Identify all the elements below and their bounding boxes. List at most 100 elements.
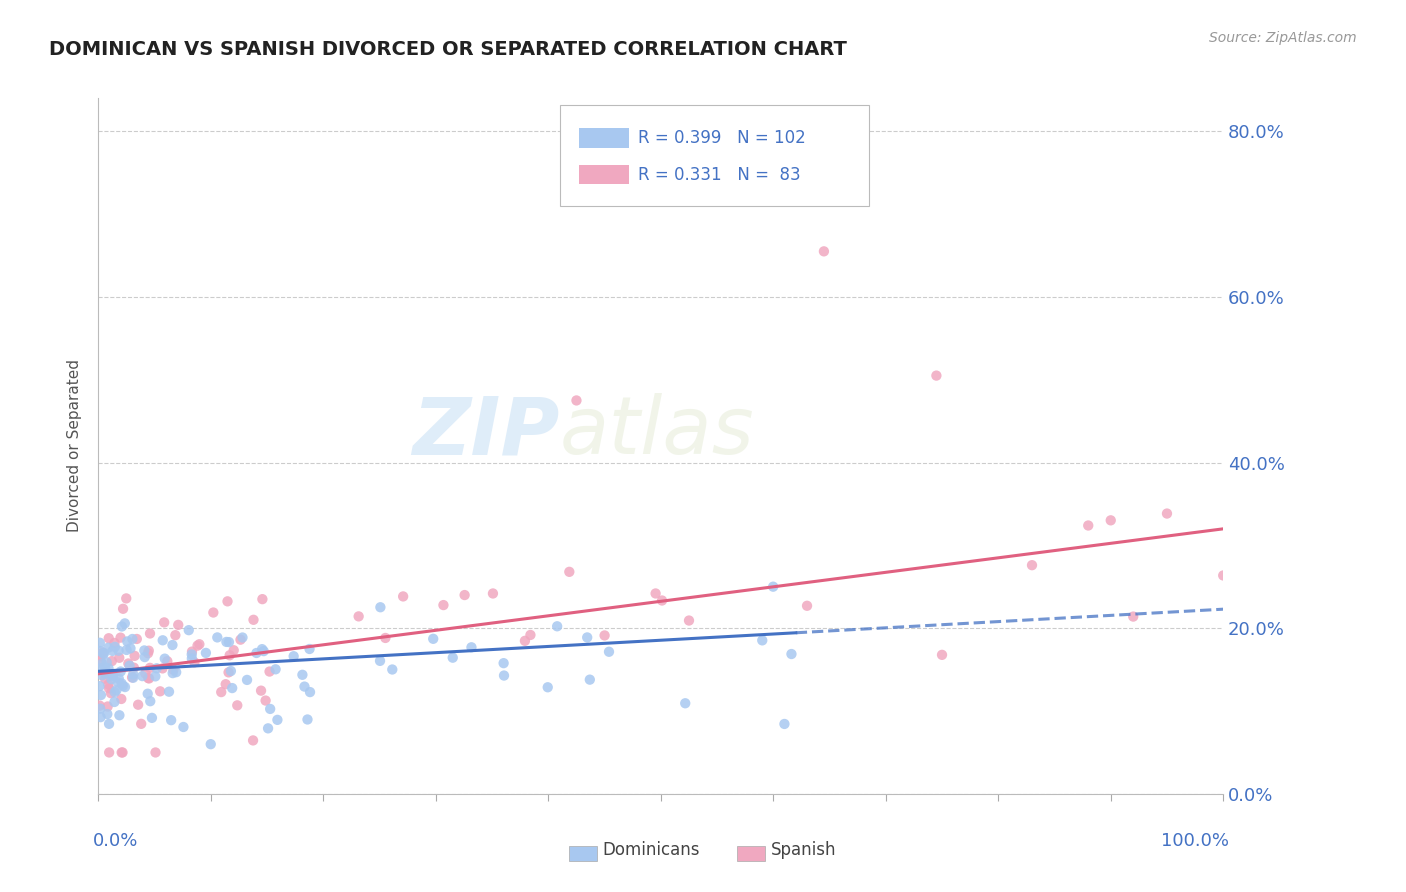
Text: Dominicans: Dominicans bbox=[602, 840, 700, 858]
Point bbox=[374, 631, 396, 645]
Point bbox=[117, 657, 139, 671]
Point bbox=[565, 393, 588, 408]
Point bbox=[103, 636, 125, 650]
Point bbox=[1122, 609, 1144, 624]
Point bbox=[97, 661, 120, 675]
Point bbox=[181, 644, 204, 658]
Point bbox=[90, 661, 112, 675]
Point bbox=[673, 696, 696, 710]
Point bbox=[138, 672, 160, 686]
Point bbox=[162, 666, 184, 681]
Point bbox=[94, 666, 117, 681]
Text: Source: ZipAtlas.com: Source: ZipAtlas.com bbox=[1209, 31, 1357, 45]
Point bbox=[89, 679, 111, 693]
Point bbox=[152, 661, 174, 675]
Point bbox=[136, 646, 159, 660]
FancyBboxPatch shape bbox=[560, 105, 869, 206]
Point bbox=[298, 685, 321, 699]
Point bbox=[460, 640, 482, 655]
Point bbox=[218, 648, 240, 663]
Point bbox=[250, 642, 273, 657]
Point bbox=[252, 592, 274, 607]
Text: R = 0.399   N = 102: R = 0.399 N = 102 bbox=[638, 128, 806, 147]
Point bbox=[127, 698, 149, 712]
Point bbox=[122, 667, 145, 681]
Point bbox=[250, 683, 273, 698]
Point bbox=[242, 733, 264, 747]
Point bbox=[107, 672, 129, 686]
FancyBboxPatch shape bbox=[579, 165, 630, 185]
Point bbox=[519, 628, 541, 642]
Point bbox=[91, 646, 114, 660]
Point bbox=[188, 637, 211, 651]
Point bbox=[115, 643, 138, 657]
Text: R = 0.331   N =  83: R = 0.331 N = 83 bbox=[638, 166, 801, 184]
Point bbox=[94, 672, 117, 686]
Point bbox=[368, 654, 391, 668]
Point bbox=[180, 651, 202, 665]
Point bbox=[492, 656, 515, 670]
Point bbox=[482, 586, 505, 600]
Point bbox=[110, 665, 132, 679]
Point bbox=[780, 647, 803, 661]
Point bbox=[644, 586, 666, 600]
Point bbox=[107, 675, 129, 690]
Point bbox=[441, 650, 464, 665]
Point bbox=[266, 713, 288, 727]
Point bbox=[89, 698, 111, 713]
Point bbox=[156, 654, 179, 668]
Point bbox=[347, 609, 370, 624]
Point bbox=[221, 681, 243, 695]
Point bbox=[96, 655, 118, 669]
Point bbox=[93, 647, 115, 661]
Point bbox=[89, 644, 111, 658]
Point bbox=[1156, 507, 1178, 521]
Point bbox=[98, 746, 121, 760]
Point bbox=[259, 665, 281, 679]
Point bbox=[145, 746, 167, 760]
Point bbox=[131, 669, 153, 683]
Point bbox=[111, 619, 134, 633]
Point bbox=[105, 683, 128, 698]
Point bbox=[298, 642, 321, 657]
Point bbox=[91, 668, 114, 682]
Point bbox=[104, 640, 127, 654]
FancyBboxPatch shape bbox=[579, 128, 630, 147]
Point bbox=[796, 599, 818, 613]
Point bbox=[537, 680, 560, 694]
Point bbox=[90, 710, 112, 724]
Point bbox=[231, 631, 253, 645]
Point bbox=[103, 695, 125, 709]
Point bbox=[219, 664, 242, 678]
Point bbox=[432, 598, 454, 612]
Point bbox=[138, 643, 160, 657]
Point bbox=[139, 661, 162, 675]
Point bbox=[114, 680, 136, 694]
Point bbox=[165, 665, 187, 680]
Point bbox=[200, 737, 222, 751]
Point bbox=[121, 670, 143, 684]
Point bbox=[136, 687, 159, 701]
Point bbox=[122, 671, 145, 685]
Point bbox=[1021, 558, 1043, 573]
Text: 100.0%: 100.0% bbox=[1161, 832, 1229, 850]
Point bbox=[172, 720, 194, 734]
Point bbox=[152, 633, 174, 648]
Y-axis label: Divorced or Separated: Divorced or Separated bbox=[67, 359, 83, 533]
Point bbox=[108, 708, 131, 723]
Point bbox=[215, 677, 238, 691]
Point bbox=[297, 713, 319, 727]
Point bbox=[925, 368, 948, 383]
Point bbox=[97, 677, 120, 691]
Point bbox=[202, 606, 225, 620]
Text: ZIP: ZIP bbox=[412, 393, 560, 471]
Point bbox=[513, 633, 536, 648]
Point bbox=[813, 244, 835, 259]
Point bbox=[98, 681, 121, 696]
Point bbox=[678, 614, 700, 628]
Point bbox=[294, 680, 316, 694]
Point bbox=[186, 639, 208, 653]
Point bbox=[98, 716, 121, 731]
Point bbox=[1212, 568, 1234, 582]
Point bbox=[579, 673, 602, 687]
